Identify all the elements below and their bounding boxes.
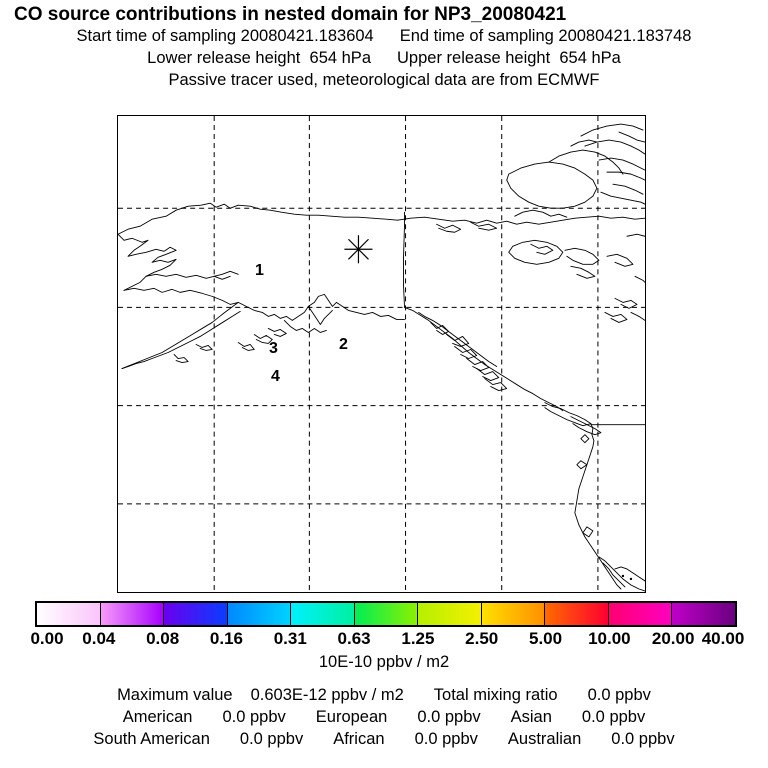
end-time-label: End time of sampling 20080421.183748	[399, 27, 692, 45]
colorbar-tick-labels: 0.00 0.04 0.08 0.16 0.31 0.63 1.25 2.50 5.00 10.0…	[0, 629, 768, 651]
region-name-european: European	[315, 708, 388, 726]
region-value-australian: 0.0 ppbv	[611, 730, 675, 748]
region-name-australian: Australian	[507, 730, 582, 748]
colorbar-segment-4	[291, 603, 355, 625]
colorbar-tick-6: 1.25	[401, 629, 435, 648]
colorbar-tick-3: 0.16	[209, 629, 243, 648]
colorbar-segment-8	[545, 603, 609, 625]
colorbar-segment-2	[164, 603, 228, 625]
region-name-african: African	[333, 730, 385, 748]
colorbar-tick-10: 20.00	[651, 629, 695, 648]
colorbar-segment-6	[418, 603, 482, 625]
region-marker-4: 4	[271, 368, 280, 385]
region-value-asian: 0.0 ppbv	[581, 708, 646, 726]
colorbar-tick-11: 40.00	[701, 629, 745, 648]
colorbar-segment-1	[100, 603, 165, 625]
colorbar-tick-9: 10.00	[588, 629, 631, 648]
maximum-value-label: Maximum value	[117, 686, 233, 704]
colorbar-tick-1: 0.04	[82, 629, 116, 648]
region-value-african: 0.0 ppbv	[414, 730, 478, 748]
maximum-value: 0.603E-12 ppbv / m2	[250, 686, 404, 704]
stats-row-regions-2: South American 0.0 ppbv African 0.0 ppbv Aus…	[0, 728, 768, 750]
colorbar-segment-7	[481, 603, 546, 625]
lower-release-height-label: Lower release height 654 hPa	[147, 49, 371, 67]
page-title: CO source contributions in nested domain…	[14, 4, 567, 25]
tracer-note: Passive tracer used, meteorological data…	[168, 71, 600, 89]
colorbar-segment-9	[608, 603, 673, 625]
region-name-asian: Asian	[510, 708, 552, 726]
colorbar[interactable]	[35, 601, 737, 627]
stats-row-regions-1: American 0.0 ppbv European 0.0 ppbv Asian 0.0…	[0, 706, 768, 728]
region-value-south-american: 0.0 ppbv	[239, 730, 304, 748]
start-time-label: Start time of sampling 20080421.183604	[76, 27, 374, 45]
colorbar-segment-5	[354, 603, 419, 625]
map-panel[interactable]: 1 2 3 4	[117, 115, 646, 593]
colorbar-tick-7: 2.50	[465, 629, 499, 648]
colorbar-tick-8: 5.00	[528, 629, 563, 648]
region-marker-3: 3	[269, 340, 278, 357]
region-name-south-american: South American	[93, 730, 210, 748]
map-canvas	[118, 116, 645, 592]
asterisk-marker	[344, 235, 373, 264]
colorbar-unit-label: 10E-10 ppbv / m2	[318, 653, 450, 671]
colorbar-segment-10	[672, 603, 736, 625]
plot-header: CO source contributions in nested domain…	[0, 0, 768, 91]
region-value-american: 0.0 ppbv	[222, 708, 286, 726]
total-mixing-ratio-label: Total mixing ratio	[433, 686, 558, 704]
region-value-european: 0.0 ppbv	[417, 708, 481, 726]
colorbar-gradient-strip[interactable]	[35, 601, 737, 627]
upper-release-height-label: Upper release height 654 hPa	[397, 49, 621, 67]
colorbar-tick-0: 0.00	[30, 629, 64, 648]
total-mixing-ratio-value: 0.0 ppbv	[587, 686, 651, 704]
colorbar-tick-2: 0.08	[146, 629, 180, 648]
statistics-block: Maximum value 0.603E-12 ppbv / m2 Total mi…	[0, 684, 768, 750]
stats-row-maximum: Maximum value 0.603E-12 ppbv / m2 Total mi…	[0, 684, 768, 706]
colorbar-segment-0	[37, 603, 101, 625]
colorbar-segment-3	[227, 603, 292, 625]
sampling-time-row: Start time of sampling 20080421.183604 En…	[0, 25, 768, 47]
coastline-paths	[118, 123, 645, 592]
region-marker-1: 1	[255, 262, 264, 279]
region-marker-2: 2	[339, 336, 348, 353]
colorbar-tick-5: 0.63	[337, 629, 371, 648]
region-name-american: American	[122, 708, 193, 726]
map-gridlines	[118, 116, 645, 592]
colorbar-tick-4: 0.31	[273, 629, 307, 648]
release-height-row: Lower release height 654 hPa Upper releas…	[0, 47, 768, 69]
